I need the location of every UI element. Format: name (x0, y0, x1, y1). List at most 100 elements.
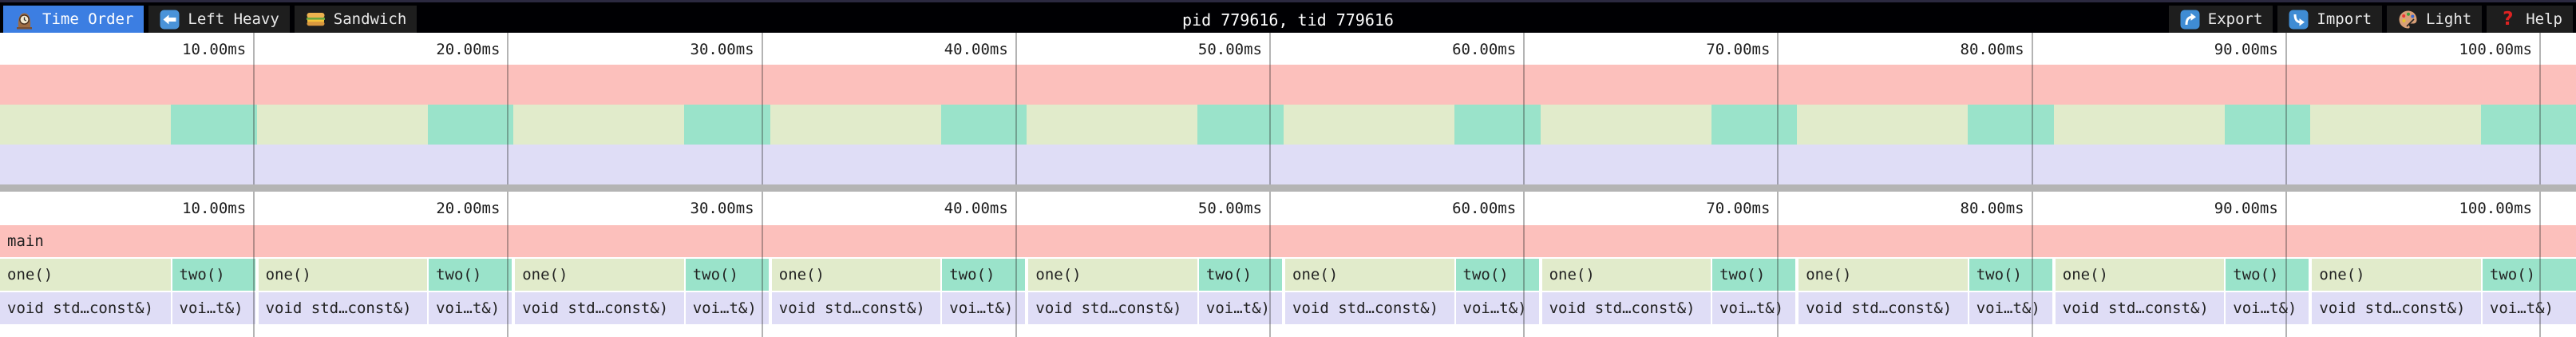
frame-one[interactable]: one() (0, 259, 171, 291)
frame-one[interactable]: one() (1541, 259, 1711, 291)
frame-one[interactable]: one() (1028, 259, 1197, 291)
toolbar-actions: Export Import Light ? Help (2168, 6, 2573, 33)
frame-leaf[interactable]: void std…const&) (2055, 292, 2225, 324)
tick-label: 50.00ms (1197, 41, 1262, 58)
minimap-segment-two (1968, 105, 2054, 145)
frame-two[interactable]: two() (1969, 259, 2052, 291)
tab-left-heavy[interactable]: Left Heavy (148, 6, 290, 33)
tick-label: 30.00ms (690, 41, 754, 58)
frame-two[interactable]: two() (685, 259, 769, 291)
tick-label: 10.00ms (182, 200, 247, 217)
frame-leaf[interactable]: void std…const&) (771, 292, 941, 324)
frame-label: void std…const&) (265, 299, 412, 317)
frame-two[interactable]: two() (1712, 259, 1796, 291)
tick-label: 10.00ms (182, 41, 247, 58)
tab-time-order[interactable]: Time Order (3, 6, 144, 33)
tick-label: 70.00ms (1706, 41, 1771, 58)
frame-one[interactable]: one() (1798, 259, 1968, 291)
tab-export[interactable]: Export (2168, 6, 2273, 33)
minimap-segment-two (1454, 105, 1541, 145)
frame-one[interactable]: one() (2055, 259, 2225, 291)
tab-label: Import (2317, 10, 2372, 28)
tick-label: 80.00ms (1960, 41, 2024, 58)
frame-label: void std…const&) (2062, 299, 2209, 317)
frame-leaf[interactable]: voi…t&) (172, 292, 255, 324)
sandwich-icon (305, 9, 326, 30)
frame-leaf[interactable]: voi…t&) (1969, 292, 2052, 324)
frame-leaf[interactable]: voi…t&) (2482, 292, 2576, 324)
tab-sandwich[interactable]: Sandwich (294, 6, 417, 33)
tick-label: 50.00ms (1197, 200, 1262, 217)
frame-label: void std…const&) (1806, 299, 1953, 317)
tick-label: 20.00ms (436, 200, 501, 217)
frame-label: one() (2062, 266, 2108, 283)
frame-leaf[interactable]: void std…const&) (0, 292, 171, 324)
tick-label: 30.00ms (690, 200, 754, 217)
left-arrow-icon (159, 9, 180, 30)
frame-label: void std…const&) (1292, 299, 1439, 317)
frame-two[interactable]: two() (429, 259, 512, 291)
minimap-row-depth2[interactable] (0, 145, 2576, 184)
frame-main[interactable]: main (0, 225, 2576, 257)
flamechart-time-axis: 10.00ms 20.00ms 30.00ms 40.00ms 50.00ms 60.00… (0, 192, 2576, 224)
frame-two[interactable]: two() (1198, 259, 1282, 291)
frame-two[interactable]: two() (172, 259, 255, 291)
tick-label: 90.00ms (2214, 41, 2278, 58)
frame-leaf[interactable]: void std…const&) (258, 292, 428, 324)
frame-leaf[interactable]: voi…t&) (2226, 292, 2309, 324)
tick-label: 100.00ms (2459, 200, 2532, 217)
frame-one[interactable]: one() (771, 259, 941, 291)
frame-two[interactable]: two() (942, 259, 1026, 291)
frame-label: one() (1035, 266, 1082, 283)
frame-one[interactable]: one() (258, 259, 428, 291)
frame-one[interactable]: one() (2312, 259, 2481, 291)
tab-light[interactable]: Light (2387, 6, 2483, 33)
frame-label: two() (179, 266, 225, 283)
frame-leaf[interactable]: void std…const&) (1285, 292, 1454, 324)
frame-label: one() (265, 266, 311, 283)
frame-leaf[interactable]: voi…t&) (942, 292, 1026, 324)
tick-label: 60.00ms (1452, 200, 1517, 217)
frame-two[interactable]: two() (2226, 259, 2309, 291)
palette-icon (2397, 9, 2419, 30)
frame-leaf[interactable]: voi…t&) (685, 292, 769, 324)
frame-leaf[interactable]: voi…t&) (1455, 292, 1539, 324)
minimap-separator (0, 184, 2576, 192)
help-icon: ? (2503, 9, 2514, 30)
frame-two[interactable]: two() (2482, 259, 2576, 291)
frame-label: one() (1806, 266, 1852, 283)
minimap-time-axis[interactable]: 10.00ms 20.00ms 30.00ms 40.00ms 50.00ms 60.00… (0, 33, 2576, 65)
clock-icon (14, 9, 35, 30)
frame-two[interactable]: two() (1455, 259, 1539, 291)
frame-label: voi…t&) (1719, 299, 1784, 317)
tab-label: Sandwich (333, 10, 407, 28)
frame-label: one() (2319, 266, 2365, 283)
frame-leaf[interactable]: voi…t&) (1712, 292, 1796, 324)
frame-label: voi…t&) (436, 299, 501, 317)
frame-leaf[interactable]: voi…t&) (1198, 292, 1282, 324)
frame-label: one() (1549, 266, 1595, 283)
tab-label: Light (2426, 10, 2472, 28)
export-icon (2179, 9, 2201, 30)
frame-leaf[interactable]: void std…const&) (2312, 292, 2481, 324)
tick-label: 60.00ms (1452, 41, 1517, 58)
minimap-segment-one (1540, 105, 1711, 145)
minimap-row-depth1[interactable] (0, 105, 2576, 145)
frame-leaf[interactable]: void std…const&) (1028, 292, 1197, 324)
tick-label: 80.00ms (1960, 200, 2024, 217)
frame-label: voi…t&) (179, 299, 243, 317)
frame-leaf[interactable]: void std…const&) (515, 292, 684, 324)
frame-leaf[interactable]: void std…const&) (1541, 292, 1711, 324)
frame-one[interactable]: one() (515, 259, 684, 291)
frame-one[interactable]: one() (1285, 259, 1454, 291)
frame-label: two() (1462, 266, 1509, 283)
frame-leaf[interactable]: void std…const&) (1798, 292, 1968, 324)
import-icon (2288, 9, 2309, 30)
minimap-row-main[interactable] (0, 65, 2576, 105)
frame-label: voi…t&) (2489, 299, 2554, 317)
tab-help[interactable]: ? Help (2487, 6, 2573, 33)
frame-leaf[interactable]: voi…t&) (429, 292, 512, 324)
flamechart-frames: main one() two() void std…const&) voi…t&) one… (0, 225, 2576, 337)
tab-import[interactable]: Import (2277, 6, 2383, 33)
